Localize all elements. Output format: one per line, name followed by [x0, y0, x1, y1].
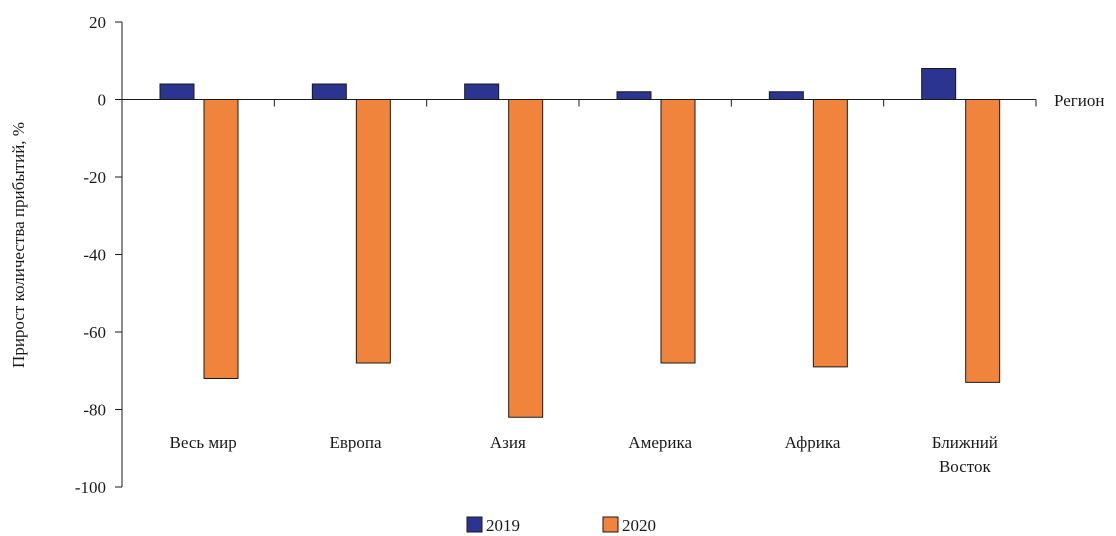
legend-swatch-2020 — [602, 516, 619, 533]
x-tick-label: Африка — [785, 433, 841, 452]
x-tick-label: Америка — [628, 433, 692, 452]
bar-2020-2 — [508, 99, 544, 418]
y-tick-label: -60 — [83, 323, 106, 342]
y-tick-label: -80 — [83, 401, 106, 420]
legend-label-2020: 2020 — [622, 516, 656, 535]
bar-2020-5 — [965, 99, 1001, 383]
x-axis-title: Регион — [1054, 91, 1104, 110]
bar-2020-1 — [355, 99, 391, 364]
x-tick-label: Европа — [329, 433, 382, 452]
y-tick-label: -100 — [75, 478, 106, 497]
legend-swatch-2019 — [466, 516, 483, 533]
bar-2020-4 — [812, 99, 848, 368]
x-tick-label: Ближний — [932, 433, 998, 452]
y-tick-label: -40 — [83, 246, 106, 265]
bar-2019-1 — [311, 83, 347, 100]
bar-2019-4 — [768, 91, 804, 100]
bar-2020-3 — [660, 99, 696, 364]
bar-2019-5 — [921, 68, 957, 100]
y-axis-title: Прирост количества прибытий, % — [9, 122, 28, 368]
x-tick-label: Азия — [490, 433, 526, 452]
bar-2020-0 — [203, 99, 239, 379]
y-tick-label: -20 — [83, 168, 106, 187]
x-tick-label: Восток — [939, 457, 992, 476]
legend-label-2019: 2019 — [486, 516, 520, 535]
y-tick-label: 0 — [98, 91, 107, 110]
bar-2019-0 — [159, 83, 195, 100]
bar-2019-2 — [464, 83, 500, 100]
x-tick-label: Весь мир — [170, 433, 237, 452]
y-tick-label: 20 — [89, 13, 106, 32]
bar-2019-3 — [616, 91, 652, 100]
plot-area: 20 0 -20 -40 -60 -80 -100 Весь мир Европа Азия Аме… — [75, 13, 1037, 535]
